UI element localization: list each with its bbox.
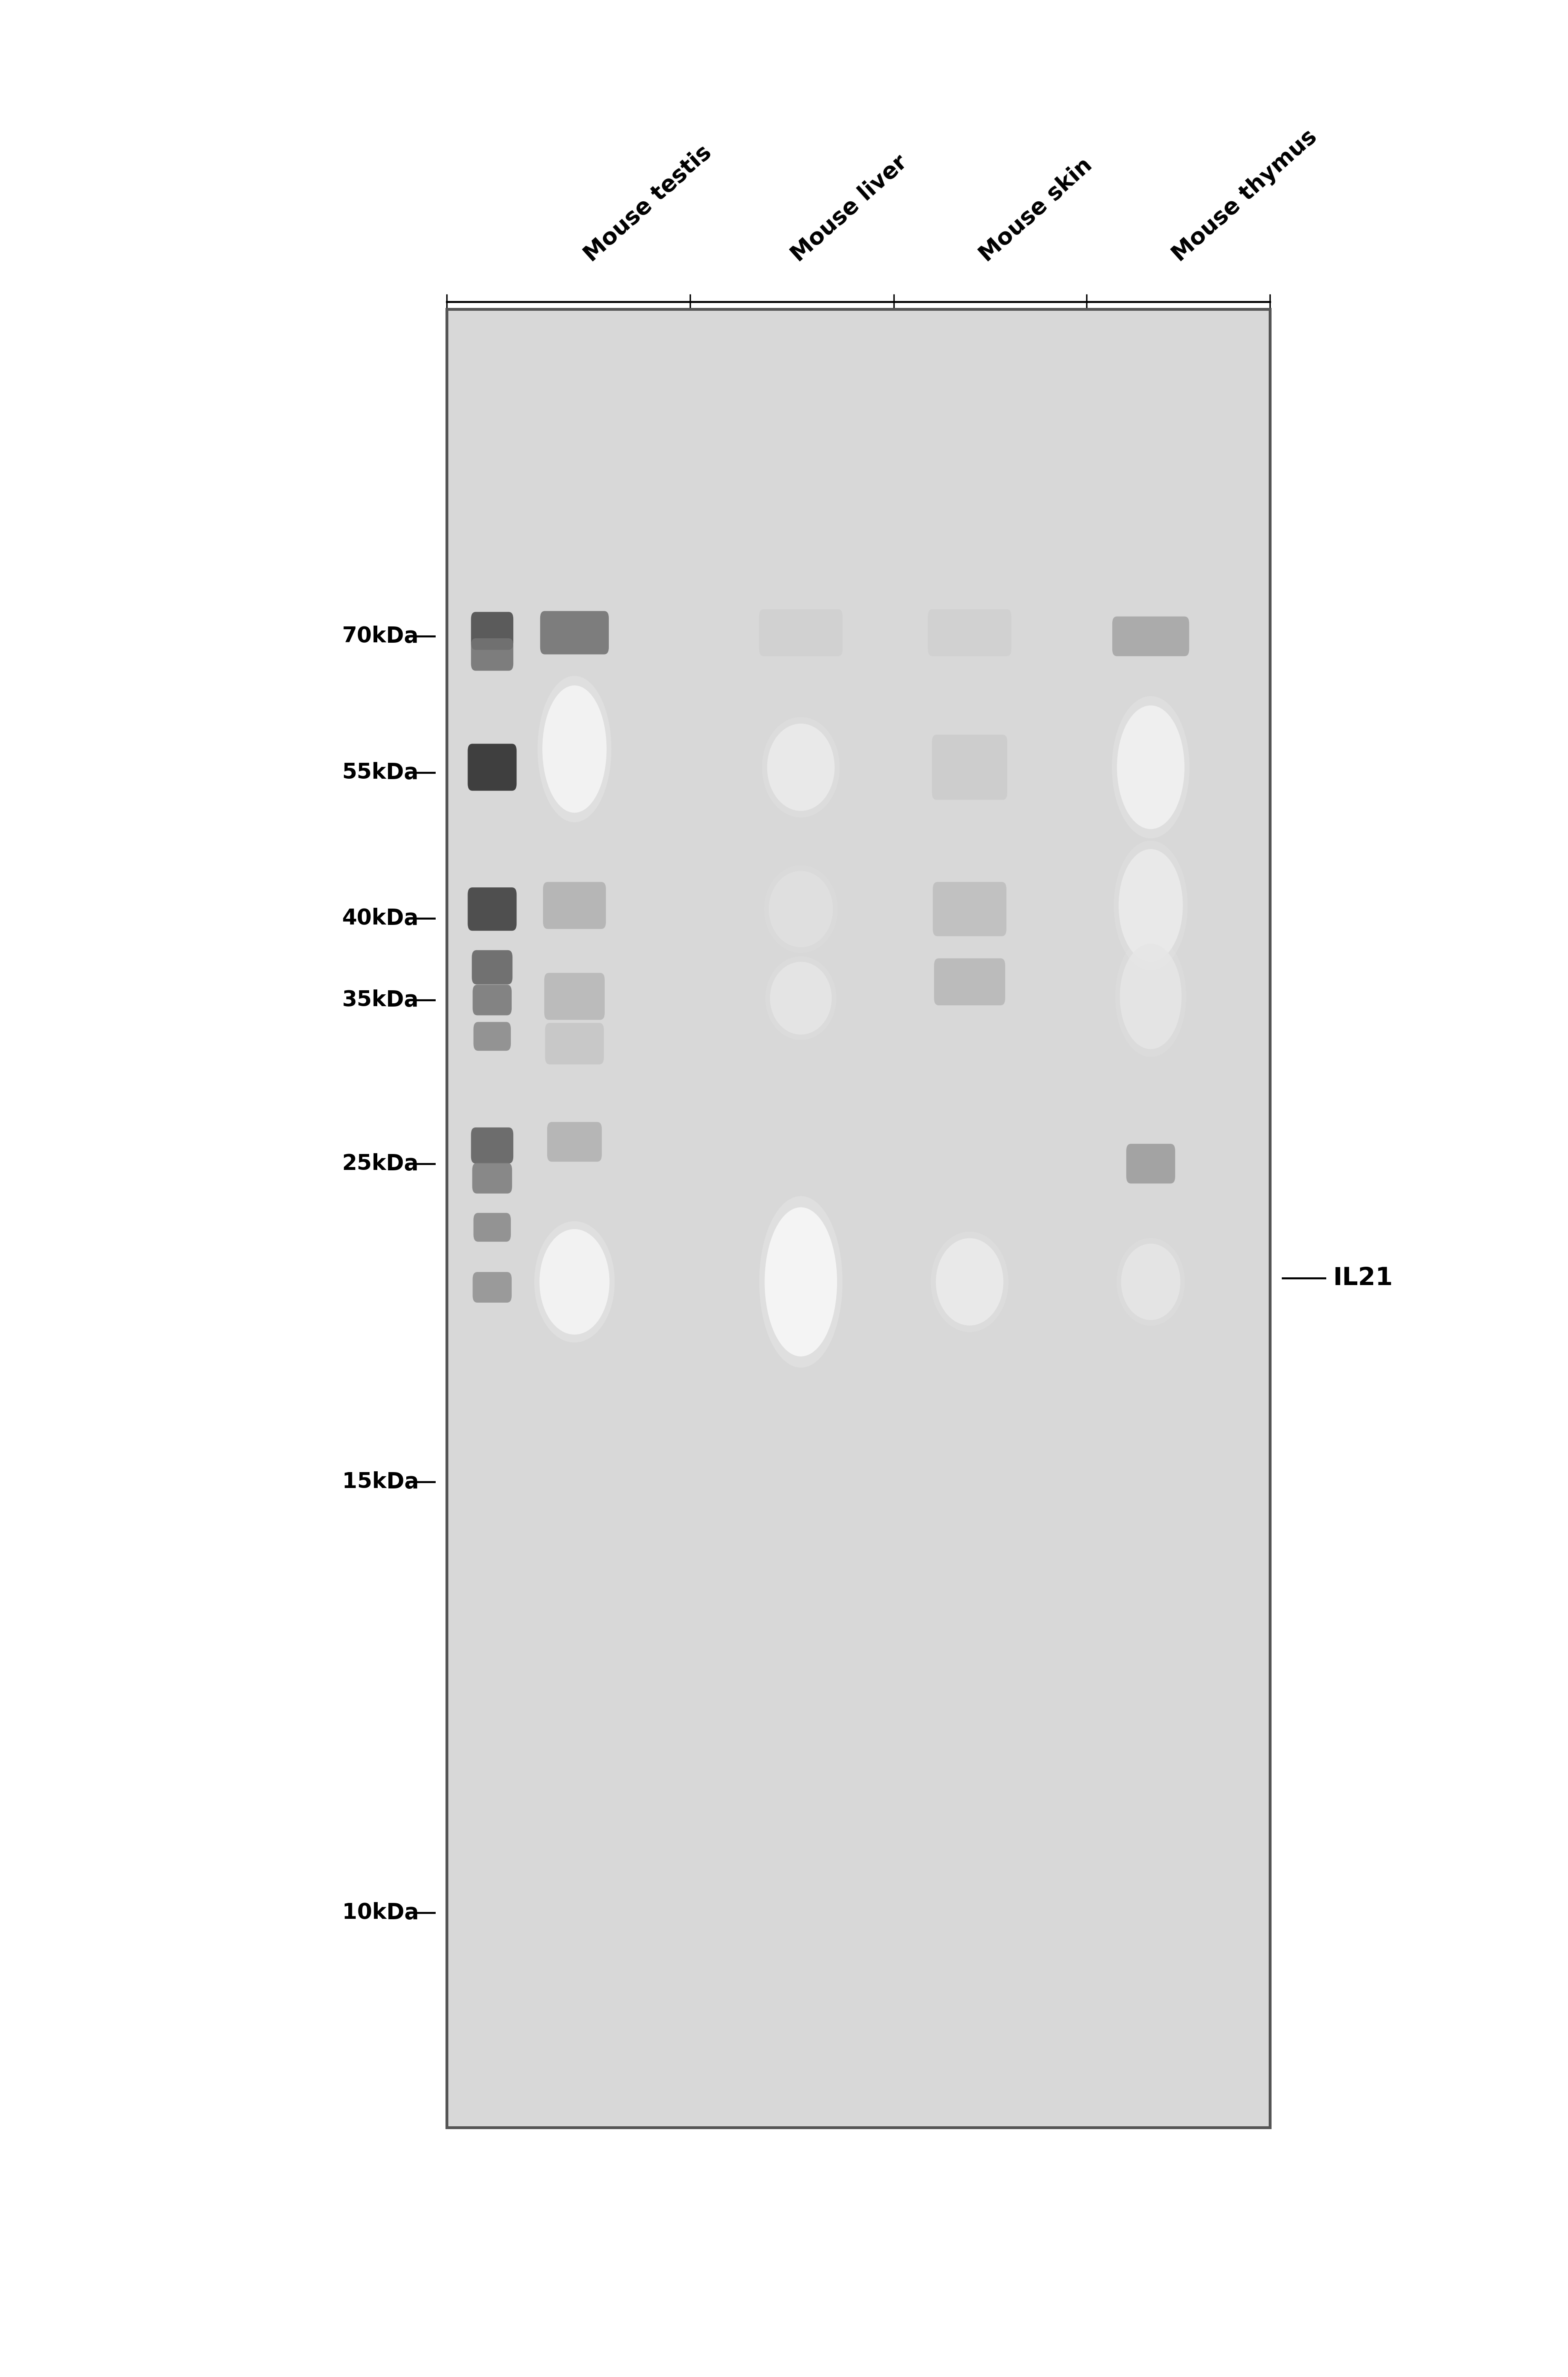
Ellipse shape bbox=[1113, 841, 1187, 970]
Ellipse shape bbox=[936, 1238, 1004, 1326]
Ellipse shape bbox=[762, 718, 840, 818]
FancyBboxPatch shape bbox=[474, 1212, 511, 1241]
Ellipse shape bbox=[1118, 849, 1182, 963]
Ellipse shape bbox=[759, 1196, 842, 1367]
Text: 40kDa: 40kDa bbox=[342, 908, 419, 929]
FancyBboxPatch shape bbox=[933, 882, 1007, 937]
FancyBboxPatch shape bbox=[472, 1162, 513, 1193]
Ellipse shape bbox=[539, 1229, 610, 1333]
FancyBboxPatch shape bbox=[467, 744, 516, 792]
Text: 55kDa: 55kDa bbox=[342, 763, 419, 784]
Ellipse shape bbox=[1115, 937, 1187, 1058]
FancyBboxPatch shape bbox=[474, 1022, 511, 1051]
Bar bbox=[447, 309, 1270, 2127]
FancyBboxPatch shape bbox=[472, 1272, 511, 1303]
FancyBboxPatch shape bbox=[544, 972, 605, 1020]
Ellipse shape bbox=[767, 723, 834, 811]
Ellipse shape bbox=[535, 1222, 615, 1343]
FancyBboxPatch shape bbox=[935, 958, 1005, 1005]
Ellipse shape bbox=[770, 963, 831, 1034]
Ellipse shape bbox=[1116, 1238, 1185, 1326]
Text: Mouse liver: Mouse liver bbox=[787, 150, 911, 266]
Ellipse shape bbox=[543, 685, 607, 813]
Text: Mouse thymus: Mouse thymus bbox=[1168, 126, 1322, 266]
Ellipse shape bbox=[1121, 1243, 1181, 1319]
Text: 35kDa: 35kDa bbox=[342, 989, 419, 1010]
Ellipse shape bbox=[1120, 944, 1182, 1048]
Text: 25kDa: 25kDa bbox=[342, 1153, 419, 1174]
Text: IL21: IL21 bbox=[1333, 1267, 1392, 1291]
FancyBboxPatch shape bbox=[928, 609, 1011, 656]
FancyBboxPatch shape bbox=[539, 611, 608, 654]
Text: Mouse skin: Mouse skin bbox=[975, 155, 1096, 266]
Text: Mouse testis: Mouse testis bbox=[580, 140, 717, 266]
FancyBboxPatch shape bbox=[547, 1122, 602, 1162]
FancyBboxPatch shape bbox=[467, 887, 516, 932]
FancyBboxPatch shape bbox=[1126, 1143, 1174, 1184]
FancyBboxPatch shape bbox=[931, 734, 1007, 799]
Ellipse shape bbox=[765, 1208, 837, 1357]
FancyBboxPatch shape bbox=[472, 951, 513, 984]
FancyBboxPatch shape bbox=[470, 1127, 513, 1162]
FancyBboxPatch shape bbox=[472, 984, 511, 1015]
Ellipse shape bbox=[765, 956, 836, 1041]
Ellipse shape bbox=[768, 870, 833, 948]
Ellipse shape bbox=[764, 865, 837, 953]
FancyBboxPatch shape bbox=[546, 1022, 604, 1065]
Ellipse shape bbox=[1116, 706, 1184, 830]
Ellipse shape bbox=[931, 1231, 1008, 1331]
FancyBboxPatch shape bbox=[1112, 616, 1189, 656]
FancyBboxPatch shape bbox=[470, 639, 513, 670]
FancyBboxPatch shape bbox=[759, 609, 842, 656]
Ellipse shape bbox=[538, 675, 612, 822]
FancyBboxPatch shape bbox=[543, 882, 605, 929]
Text: 10kDa: 10kDa bbox=[342, 1902, 419, 1923]
Text: 15kDa: 15kDa bbox=[342, 1471, 419, 1493]
FancyBboxPatch shape bbox=[470, 611, 513, 649]
Text: 70kDa: 70kDa bbox=[342, 625, 419, 647]
Bar bbox=[447, 309, 1270, 2127]
Ellipse shape bbox=[1112, 696, 1190, 839]
